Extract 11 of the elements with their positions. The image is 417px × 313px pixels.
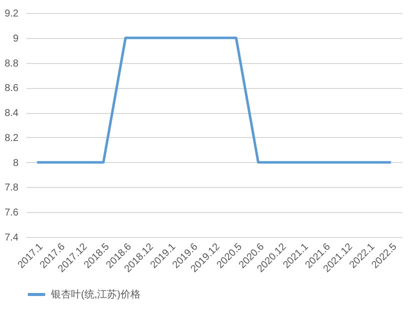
legend-label: 银杏叶(统,江苏)价格 xyxy=(50,288,140,300)
y-tick-label: 7.8 xyxy=(4,182,19,194)
y-tick-label: 9.2 xyxy=(4,8,19,20)
y-tick-label: 8.8 xyxy=(4,58,19,70)
y-tick-label: 8.4 xyxy=(4,108,19,120)
y-tick-label: 8.6 xyxy=(4,83,19,94)
y-tick-label: 7.6 xyxy=(4,208,19,219)
y-tick-label: 9 xyxy=(12,33,19,44)
y-tick-label: 8 xyxy=(12,158,19,169)
y-tick-label: 7.4 xyxy=(4,232,19,244)
y-tick-label: 8.2 xyxy=(4,132,19,144)
